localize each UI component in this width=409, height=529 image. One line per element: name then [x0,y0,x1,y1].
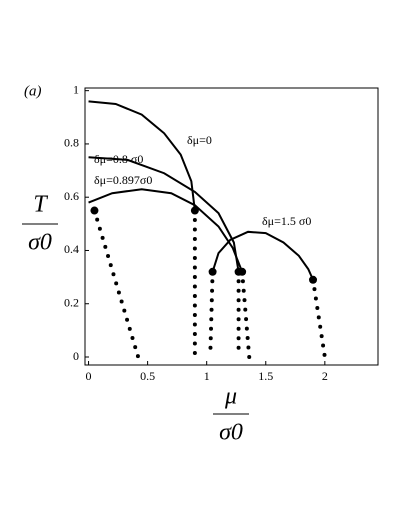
curve-label: δμ=0 [187,133,212,147]
x-tick-label: 2 [322,369,328,383]
curve [88,156,240,272]
dotted-line [92,208,141,360]
curve-label: δμ=0.8 σ0 [94,152,143,166]
endpoint-marker [90,206,99,215]
curve [88,188,244,273]
curve [88,100,196,211]
x-tick-label: 1 [204,369,210,383]
curve-label: δμ=0.897σ0 [94,173,152,187]
curve [211,230,314,281]
panel-label: (a) [24,83,42,99]
x-tick-label: 0 [86,369,92,383]
y-label-denominator: σ0 [28,230,52,256]
dotted-line [240,269,252,360]
x-label-numerator: μ [224,384,237,410]
x-tick-label: 1.5 [258,369,273,383]
curve-label: δμ=1.5 σ0 [262,214,311,228]
endpoint-marker [208,267,217,276]
y-tick-label: 0 [73,349,79,363]
endpoint-marker [238,267,247,276]
y-label-numerator: T [33,192,48,218]
endpoint-marker [309,275,318,284]
plot-frame [84,87,379,366]
x-label-denominator: σ0 [219,420,243,446]
y-tick-label: 0.8 [64,136,79,150]
endpoint-marker [190,206,199,215]
dotted-line [208,269,215,360]
y-tick-label: 0.6 [64,189,79,203]
y-tick-label: 0.2 [64,295,79,309]
y-tick-label: 1 [73,82,79,96]
y-tick-label: 0.4 [64,242,79,256]
x-tick-label: 0.5 [140,369,155,383]
dotted-line [311,277,327,360]
